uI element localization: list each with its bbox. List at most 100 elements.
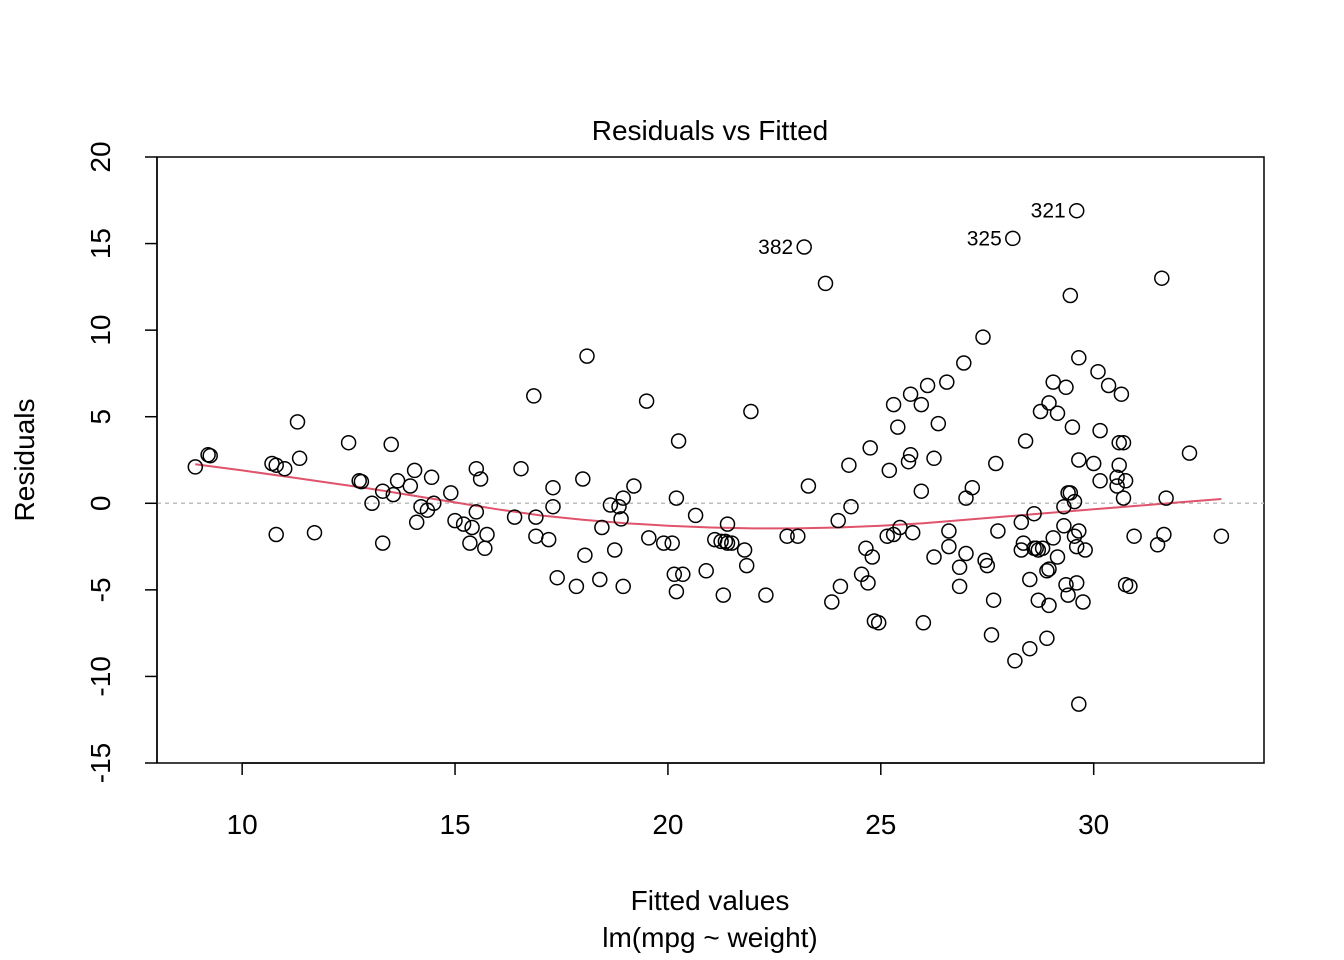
data-point bbox=[668, 583, 685, 600]
data-point bbox=[1049, 405, 1066, 422]
data-point bbox=[577, 547, 593, 563]
data-point bbox=[915, 615, 932, 631]
data-point bbox=[879, 528, 895, 544]
data-point bbox=[276, 460, 293, 477]
data-point bbox=[1154, 270, 1170, 286]
y-tick-label: -15 bbox=[85, 743, 116, 783]
data-point bbox=[738, 557, 755, 574]
y-tick-label: 5 bbox=[85, 409, 116, 425]
data-point bbox=[611, 498, 627, 515]
data-point bbox=[951, 559, 968, 576]
data-point bbox=[513, 460, 529, 477]
data-point bbox=[655, 535, 672, 551]
data-point bbox=[374, 535, 391, 551]
data-point bbox=[1049, 549, 1066, 565]
y-tick-label: 10 bbox=[85, 315, 116, 346]
data-point bbox=[1034, 540, 1051, 557]
data-point bbox=[1158, 490, 1174, 506]
x-tick-label: 30 bbox=[1078, 809, 1109, 840]
data-point bbox=[462, 535, 478, 551]
data-point bbox=[1109, 478, 1125, 494]
data-point bbox=[506, 509, 523, 525]
data-point bbox=[843, 498, 859, 515]
data-point bbox=[579, 348, 595, 364]
data-point bbox=[340, 434, 357, 451]
data-point bbox=[719, 516, 736, 532]
data-point bbox=[613, 511, 629, 527]
data-point bbox=[408, 514, 425, 531]
data-point bbox=[919, 377, 936, 394]
data-point bbox=[1013, 542, 1030, 558]
data-point bbox=[830, 512, 846, 529]
data-point bbox=[698, 563, 714, 579]
data-point bbox=[1109, 469, 1125, 486]
data-point bbox=[187, 459, 204, 475]
data-point bbox=[477, 540, 493, 557]
data-point bbox=[841, 457, 857, 473]
data-point bbox=[670, 433, 687, 449]
point-label: 321 bbox=[1031, 200, 1066, 223]
data-point bbox=[592, 571, 608, 588]
data-point bbox=[736, 542, 753, 558]
data-point bbox=[447, 512, 463, 529]
data-point bbox=[1056, 498, 1072, 515]
data-point bbox=[1077, 542, 1093, 558]
data-point bbox=[526, 388, 542, 404]
data-point bbox=[964, 479, 981, 496]
data-point bbox=[268, 526, 284, 543]
data-point bbox=[796, 239, 812, 255]
data-point bbox=[575, 471, 591, 487]
data-point bbox=[385, 486, 402, 503]
y-tick-label: 0 bbox=[85, 496, 116, 512]
data-point bbox=[790, 528, 806, 544]
data-point bbox=[1060, 587, 1076, 603]
data-point bbox=[687, 507, 704, 524]
data-point bbox=[758, 587, 774, 603]
data-point bbox=[1092, 422, 1108, 439]
data-point bbox=[930, 415, 947, 432]
data-point bbox=[389, 473, 406, 489]
data-point bbox=[1022, 571, 1038, 588]
data-point bbox=[1090, 363, 1106, 380]
data-point bbox=[1041, 561, 1057, 577]
data-point bbox=[1066, 493, 1083, 510]
data-point bbox=[902, 386, 919, 402]
data-point bbox=[468, 460, 485, 477]
data-point bbox=[1149, 537, 1166, 553]
data-point bbox=[364, 495, 380, 512]
data-point bbox=[832, 578, 849, 595]
data-point bbox=[941, 538, 957, 555]
data-point bbox=[1062, 287, 1079, 304]
point-labels-layer: 321 325 382 bbox=[758, 200, 1066, 259]
data-point bbox=[675, 566, 691, 583]
data-point bbox=[956, 355, 972, 371]
data-point bbox=[291, 450, 308, 467]
data-point bbox=[1005, 230, 1021, 247]
data-point bbox=[1058, 379, 1074, 396]
data-point bbox=[1068, 202, 1085, 219]
data-point bbox=[1126, 528, 1142, 544]
data-point bbox=[870, 615, 887, 631]
data-point bbox=[1041, 597, 1057, 614]
data-point bbox=[602, 497, 619, 513]
data-point bbox=[1085, 455, 1102, 472]
data-point bbox=[268, 457, 284, 473]
x-tick-label: 20 bbox=[652, 809, 683, 840]
x-tick-label: 25 bbox=[865, 809, 896, 840]
data-point bbox=[779, 528, 795, 544]
data-point bbox=[1045, 530, 1061, 546]
data-point bbox=[1115, 490, 1132, 506]
data-point bbox=[1100, 377, 1117, 394]
data-point bbox=[1071, 452, 1087, 468]
data-point bbox=[983, 627, 1000, 643]
x-tick-label: 15 bbox=[439, 809, 470, 840]
data-point bbox=[1013, 514, 1030, 531]
data-point bbox=[1156, 526, 1172, 543]
data-point bbox=[1058, 576, 1074, 593]
point-label: 382 bbox=[758, 236, 793, 259]
data-point bbox=[988, 455, 1004, 472]
data-point bbox=[1041, 395, 1057, 411]
data-point bbox=[800, 478, 817, 494]
data-point bbox=[717, 533, 734, 550]
data-point bbox=[985, 592, 1002, 608]
